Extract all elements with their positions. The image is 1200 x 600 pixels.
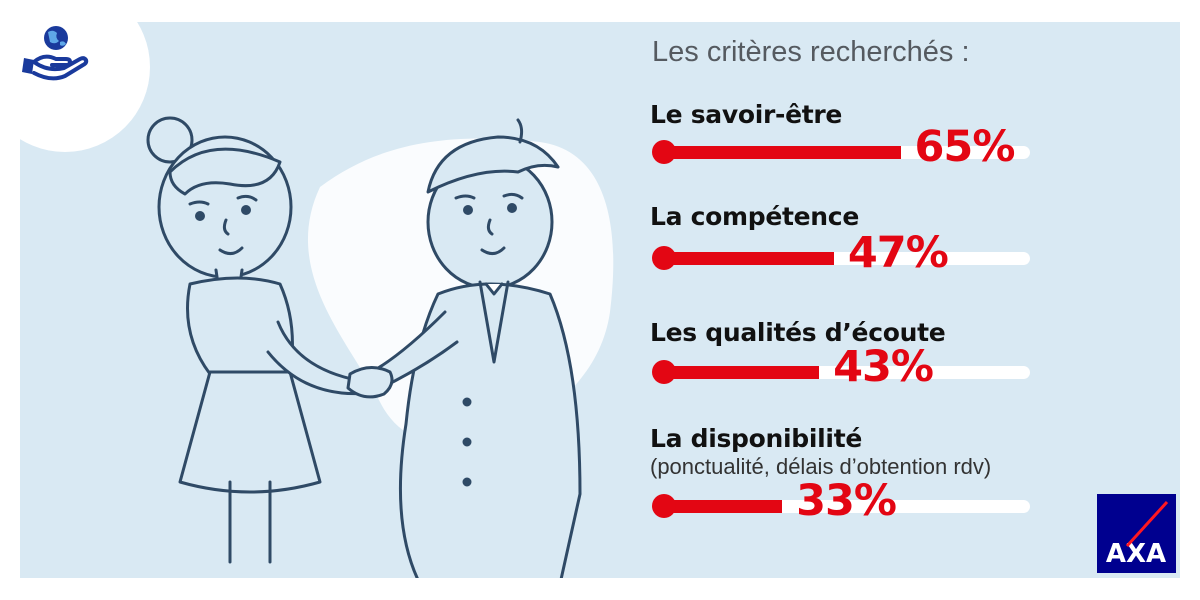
criterion-label: La disponibilité — [650, 424, 862, 453]
criterion-label: La compétence — [650, 202, 859, 231]
bar-fill — [660, 146, 901, 159]
infographic-canvas: Les critères recherchés : Le savoir-être… — [20, 22, 1180, 578]
criterion-label: Les qualités d’écoute — [650, 318, 946, 347]
bar-bulb — [652, 140, 676, 164]
handshake-illustration — [146, 116, 614, 578]
bar-fill — [660, 500, 783, 513]
man-figure — [373, 118, 582, 578]
value-label: 33% — [796, 476, 897, 526]
bar-bulb — [652, 494, 676, 518]
bar-bulb — [652, 246, 676, 270]
bar-fill — [660, 366, 820, 379]
value-label: 47% — [847, 228, 949, 278]
criterion-sublabel: (ponctualité, délais d’obtention rdv) — [650, 454, 992, 479]
handshake — [346, 366, 394, 399]
globe-in-hand-icon — [22, 26, 89, 81]
axa-logo-text: AXA — [1106, 539, 1166, 569]
value-label: 43% — [833, 342, 934, 392]
criterion-label: Le savoir-être — [650, 100, 843, 129]
chart-title: Les critères recherchés : — [652, 36, 970, 68]
bar-fill — [660, 252, 834, 265]
bar-bulb — [652, 360, 676, 384]
axa-logo: AXA — [1097, 494, 1176, 573]
woman-figure — [146, 116, 380, 564]
logo-badge — [20, 22, 150, 152]
value-label: 65% — [914, 122, 1016, 172]
